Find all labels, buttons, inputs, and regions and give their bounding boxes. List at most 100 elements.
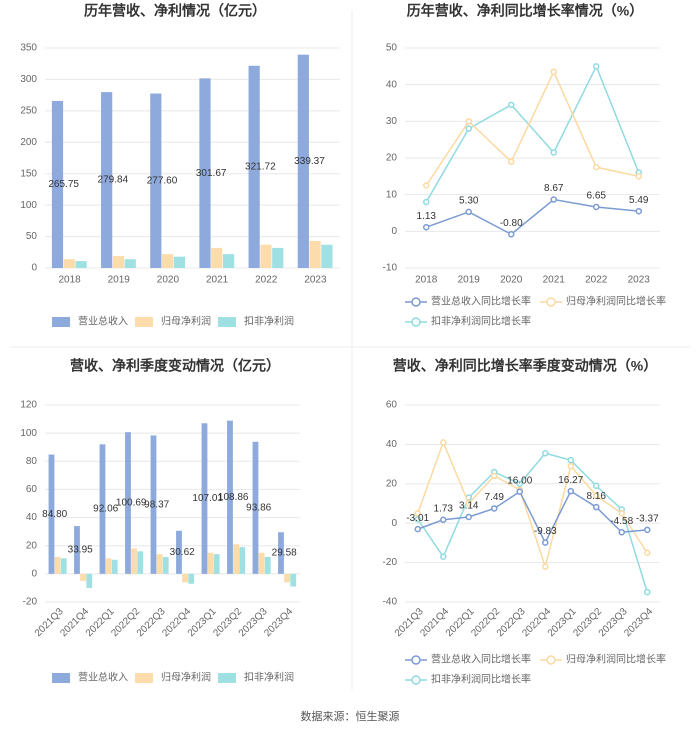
y-tick-label: 40 [386,79,398,90]
value-label: 107.01 [192,493,223,504]
chart-title: 营收、净利季度变动情况（亿元） [70,358,280,374]
marker [465,513,472,521]
legend-swatch [218,317,236,327]
marker [542,539,549,546]
value-label: 16.00 [507,475,532,486]
y-tick-label: 100 [20,428,37,439]
bar [111,559,118,574]
legend-swatch [546,297,556,307]
bar [156,554,163,574]
bar [199,78,211,268]
value-label: 1.13 [417,211,437,222]
value-label: 30.62 [170,547,195,558]
bar [182,573,189,583]
bar [233,544,240,574]
marker [414,525,421,533]
bar [176,530,182,574]
marker [567,487,574,495]
legend-label: 归母净利润 [161,315,211,328]
value-label: 265.75 [48,179,79,190]
y-tick-label: 350 [20,43,37,54]
x-tick-label: 2023Q4 [262,606,295,639]
marker [593,492,600,499]
value-label: 1.73 [434,503,454,514]
bar [201,423,208,574]
x-tick-label: 2021 [206,275,229,286]
marker [491,472,498,480]
legend-swatch [546,655,556,665]
x-tick-label: 2023Q4 [622,606,655,639]
line [417,440,648,570]
x-tick-label: 2022 [585,275,608,286]
value-label: 5.49 [629,195,649,206]
marker [593,163,600,171]
bar [75,261,87,268]
y-tick-label: 60 [26,484,38,495]
source: 数据来源：恒生聚源 [301,709,400,723]
bar [80,573,87,581]
marker [644,549,651,556]
bar [162,556,169,574]
value-label: 7.49 [485,492,505,503]
bar [213,554,220,574]
legend-swatch [218,673,236,683]
legend-label: 归母净利润同比增长率 [566,653,666,666]
marker [593,203,600,211]
bar [150,93,162,268]
marker [440,516,447,524]
marker [550,68,557,76]
bar [131,548,138,574]
marker [516,488,523,495]
line [425,64,640,203]
y-tick-label: 120 [20,400,37,411]
y-tick-label: 50 [386,43,398,54]
marker [414,516,421,523]
bar [124,259,136,268]
bar [105,558,112,574]
value-label: 100.69 [116,498,147,509]
bar [162,254,174,268]
legend-label: 营业总收入 [78,315,128,328]
value-label: 84.80 [42,509,67,520]
value-label: 277.60 [147,175,178,186]
marker [593,503,600,511]
bar [239,547,246,574]
bar [272,247,284,268]
x-tick-label: 2021 [543,275,566,286]
bar [309,240,321,268]
legend-swatch [411,297,421,307]
bar [74,526,80,574]
y-tick-label: 20 [26,540,38,551]
bar [211,247,223,268]
marker [635,207,642,215]
marker [440,553,447,560]
marker [508,231,515,238]
chart-title: 营收、净利同比增长率季度变动情况（%） [393,358,657,374]
marker [618,510,625,517]
bar [48,454,55,574]
legend-swatch [411,655,421,665]
value-label: 279.84 [98,175,129,186]
bar [54,556,61,574]
y-tick-label: 0 [31,263,37,274]
bar [101,92,113,268]
y-tick-label: 250 [20,105,37,116]
legend-label: 营业总收入同比增长率 [431,653,531,666]
bar [137,551,144,574]
marker [567,456,574,464]
legend-label: 营业总收入同比增长率 [431,295,531,308]
line [417,490,648,545]
y-tick-label: -20 [23,597,38,608]
bar [260,244,272,268]
y-tick-label: 80 [26,456,38,467]
value-label: 92.06 [93,504,118,515]
y-tick-label: 20 [386,153,398,164]
marker [465,208,472,216]
legend-swatch [411,317,421,327]
value-label: 6.65 [587,191,607,202]
bar [112,256,125,268]
marker [465,118,472,125]
legend-label: 归母净利润同比增长率 [566,295,666,308]
legend-swatch [135,317,153,327]
